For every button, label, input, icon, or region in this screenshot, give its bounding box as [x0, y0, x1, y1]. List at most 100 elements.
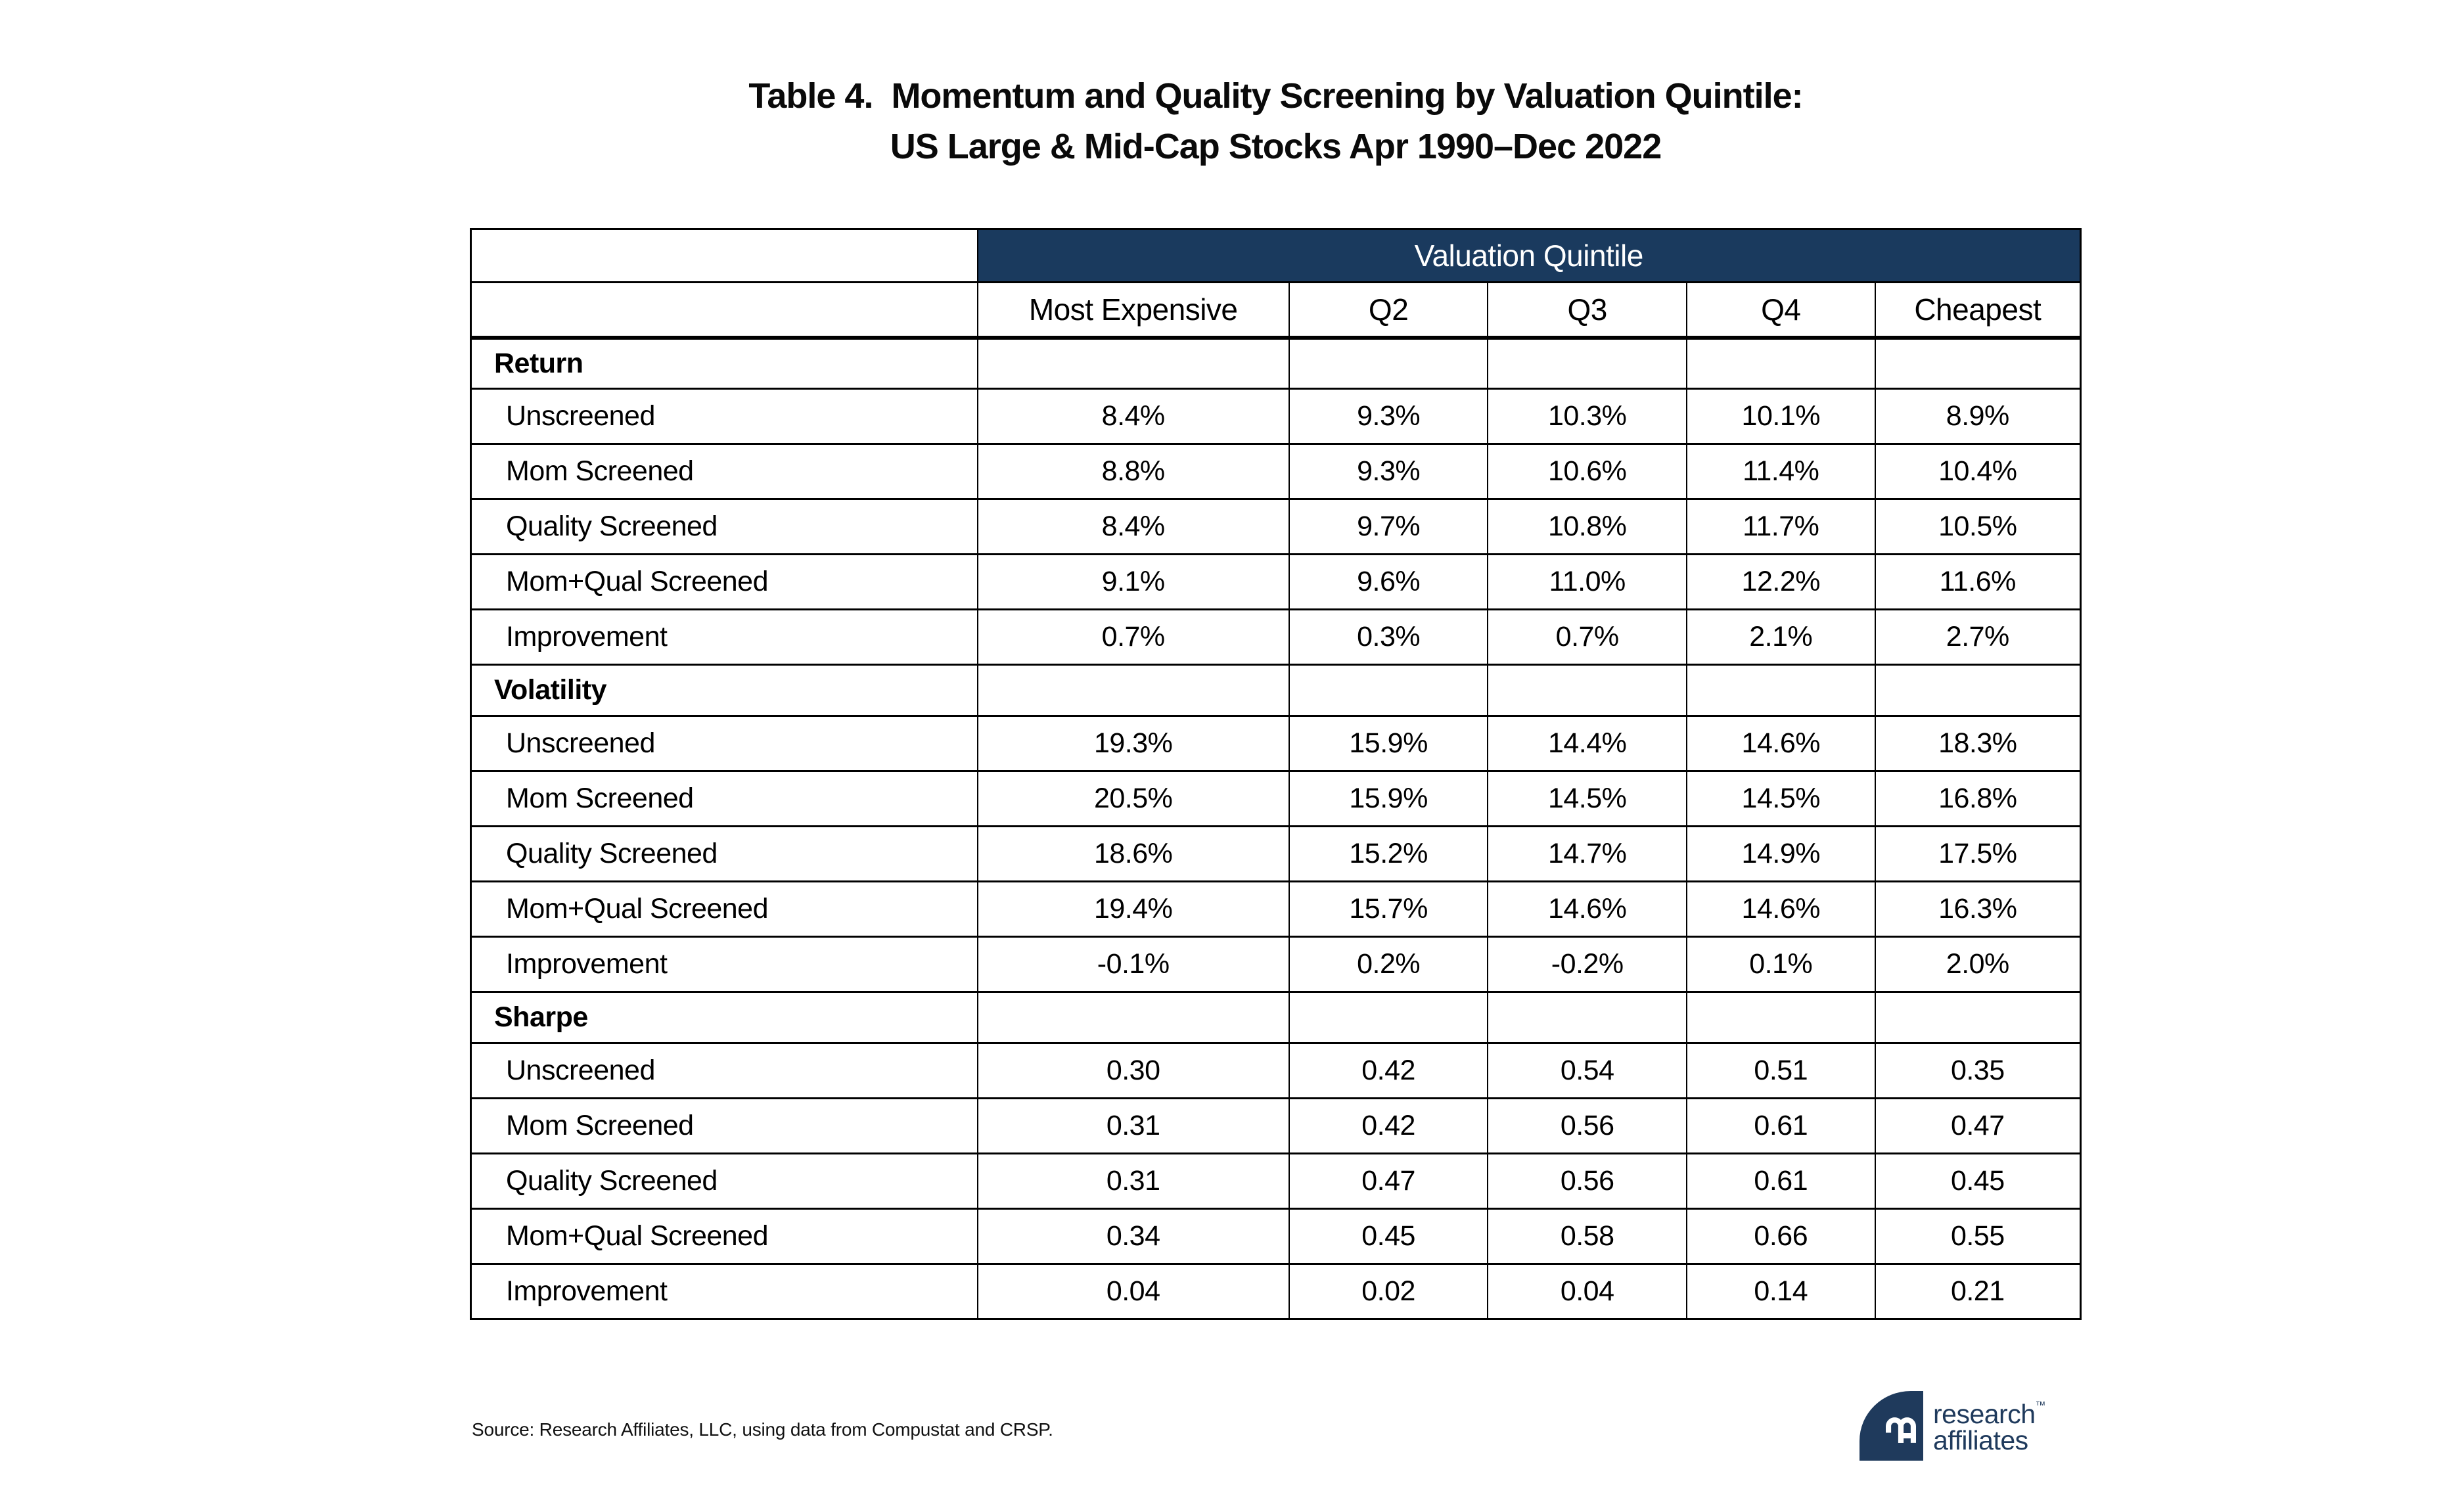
- table-title: Table 4. Momentum and Quality Screening …: [748, 76, 1803, 166]
- value-cell: 9.3%: [1288, 443, 1489, 500]
- row-label: Improvement: [470, 1263, 978, 1320]
- row-label: Improvement: [470, 936, 978, 993]
- table-row: Quality Screened 8.4% 9.7% 10.8% 11.7% 10.5%: [470, 498, 2082, 555]
- value-cell: 0.51: [1685, 1042, 1876, 1099]
- value-cell: 9.1%: [976, 553, 1290, 610]
- value-cell: 14.6%: [1487, 880, 1687, 938]
- column-header-row: Most Expensive Q2 Q3 Q4 Cheapest: [470, 281, 2082, 340]
- value-cell: 0.31: [976, 1152, 1290, 1210]
- value-cell: 0.7%: [976, 608, 1290, 666]
- ra-monogram-icon: [1886, 1417, 1916, 1443]
- row-label: Unscreened: [470, 388, 978, 445]
- value-cell: 8.4%: [976, 388, 1290, 445]
- value-cell: 0.2%: [1288, 936, 1489, 993]
- row-label: Quality Screened: [470, 825, 978, 882]
- row-label: Mom Screened: [470, 770, 978, 827]
- empty-cell: [1288, 664, 1489, 717]
- source-note: Source: Research Affiliates, LLC, using …: [472, 1419, 1053, 1440]
- value-cell: 8.8%: [976, 443, 1290, 500]
- empty-cell: [1487, 991, 1687, 1044]
- table-row: Improvement 0.04 0.02 0.04 0.14 0.21: [470, 1263, 2082, 1320]
- column-header-most-expensive: Most Expensive: [976, 281, 1290, 340]
- table-row: Unscreened 0.30 0.42 0.54 0.51 0.35: [470, 1042, 2082, 1099]
- value-cell: 0.42: [1288, 1097, 1489, 1154]
- value-cell: 14.7%: [1487, 825, 1687, 882]
- table-row: Quality Screened 18.6% 15.2% 14.7% 14.9% 17.5…: [470, 825, 2082, 882]
- logo-sail-shape: [1859, 1391, 1923, 1461]
- value-cell: 0.58: [1487, 1208, 1687, 1265]
- value-cell: 9.6%: [1288, 553, 1489, 610]
- table-row: Improvement 0.7% 0.3% 0.7% 2.1% 2.7%: [470, 608, 2082, 666]
- value-cell: 17.5%: [1874, 825, 2082, 882]
- empty-cell: [1874, 336, 2082, 390]
- row-label: Improvement: [470, 608, 978, 666]
- empty-cell: [1874, 664, 2082, 717]
- section-label: Sharpe: [470, 991, 978, 1044]
- row-label: Mom+Qual Screened: [470, 880, 978, 938]
- logo-wordmark: research™ affiliates: [1933, 1400, 2046, 1454]
- section-label: Return: [470, 336, 978, 390]
- value-cell: 0.04: [1487, 1263, 1687, 1320]
- value-cell: 15.9%: [1288, 770, 1489, 827]
- value-cell: 16.3%: [1874, 880, 2082, 938]
- value-cell: 10.6%: [1487, 443, 1687, 500]
- value-cell: 10.3%: [1487, 388, 1687, 445]
- column-header-cheapest: Cheapest: [1874, 281, 2082, 340]
- value-cell: 9.3%: [1288, 388, 1489, 445]
- research-affiliates-logo: research™ affiliates: [1859, 1388, 2086, 1467]
- table-row: Mom Screened 0.31 0.42 0.56 0.61 0.47: [470, 1097, 2082, 1154]
- column-header-q4: Q4: [1685, 281, 1876, 340]
- value-cell: 0.61: [1685, 1152, 1876, 1210]
- value-cell: 0.54: [1487, 1042, 1687, 1099]
- value-cell: 2.7%: [1874, 608, 2082, 666]
- trademark-symbol: ™: [2035, 1400, 2046, 1411]
- value-cell: -0.1%: [976, 936, 1290, 993]
- value-cell: 0.21: [1874, 1263, 2082, 1320]
- row-label: Mom Screened: [470, 443, 978, 500]
- value-cell: 11.7%: [1685, 498, 1876, 555]
- value-cell: 10.4%: [1874, 443, 2082, 500]
- value-cell: 0.56: [1487, 1097, 1687, 1154]
- table-row: Quality Screened 0.31 0.47 0.56 0.61 0.45: [470, 1152, 2082, 1210]
- column-header-q2: Q2: [1288, 281, 1489, 340]
- value-cell: 15.7%: [1288, 880, 1489, 938]
- value-cell: 10.8%: [1487, 498, 1687, 555]
- table-row: Unscreened 8.4% 9.3% 10.3% 10.1% 8.9%: [470, 388, 2082, 445]
- value-cell: 11.4%: [1685, 443, 1876, 500]
- row-label: Unscreened: [470, 715, 978, 772]
- empty-cell: [1487, 336, 1687, 390]
- empty-cell: [1288, 336, 1489, 390]
- section-row-sharpe: Sharpe: [470, 991, 2082, 1044]
- empty-cell: [976, 991, 1290, 1044]
- value-cell: 2.0%: [1874, 936, 2082, 993]
- column-header-q3: Q3: [1487, 281, 1687, 340]
- value-cell: 0.61: [1685, 1097, 1876, 1154]
- value-cell: 0.04: [976, 1263, 1290, 1320]
- row-label: Mom+Qual Screened: [470, 1208, 978, 1265]
- value-cell: 14.5%: [1685, 770, 1876, 827]
- value-cell: 0.14: [1685, 1263, 1876, 1320]
- value-cell: 0.1%: [1685, 936, 1876, 993]
- value-cell: 0.47: [1874, 1097, 2082, 1154]
- group-header-cell: Valuation Quintile: [976, 228, 2082, 283]
- empty-cell: [1288, 991, 1489, 1044]
- empty-cell: [976, 336, 1290, 390]
- section-row-return: Return: [470, 336, 2082, 390]
- row-label: Quality Screened: [470, 1152, 978, 1210]
- corner-cell: [470, 228, 978, 283]
- value-cell: 14.6%: [1685, 880, 1876, 938]
- value-cell: 0.55: [1874, 1208, 2082, 1265]
- value-cell: 0.34: [976, 1208, 1290, 1265]
- table-row: Unscreened 19.3% 15.9% 14.4% 14.6% 18.3%: [470, 715, 2082, 772]
- empty-cell: [1685, 991, 1876, 1044]
- value-cell: 0.56: [1487, 1152, 1687, 1210]
- empty-cell: [976, 664, 1290, 717]
- value-cell: 15.9%: [1288, 715, 1489, 772]
- table-row: Mom+Qual Screened 9.1% 9.6% 11.0% 12.2% 11.6%: [470, 553, 2082, 610]
- empty-cell: [1487, 664, 1687, 717]
- value-cell: 0.47: [1288, 1152, 1489, 1210]
- value-cell: 8.4%: [976, 498, 1290, 555]
- value-cell: 14.4%: [1487, 715, 1687, 772]
- value-cell: 11.6%: [1874, 553, 2082, 610]
